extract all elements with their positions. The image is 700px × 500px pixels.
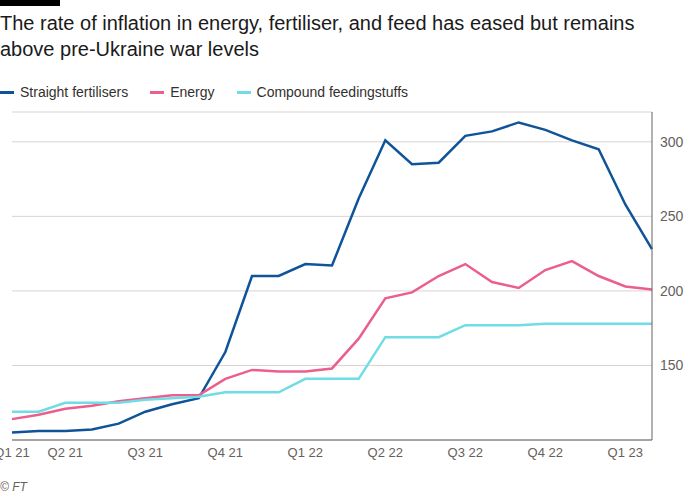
- html-text:The rate of inflation in energ: The rate of inflation in energy, fertili…: [0, 12, 635, 60]
- html-text:Compound feedingstuffs: Compound feedingstuffs: [256, 84, 408, 100]
- svg-text:Q2 21: Q2 21: [48, 445, 83, 460]
- svg-text:Q3 22: Q3 22: [448, 445, 483, 460]
- svg-text:Q4 22: Q4 22: [528, 445, 563, 460]
- svg-text:Q1 21: Q1 21: [8, 445, 30, 460]
- svg-text:150: 150: [660, 357, 684, 373]
- html-text:Straight fertilisers: Straight fertilisers: [20, 84, 129, 100]
- html-text:Energy: Energy: [170, 84, 215, 100]
- svg-text:Q3 21: Q3 21: [128, 445, 163, 460]
- svg-text:300: 300: [660, 134, 684, 150]
- svg-text:200: 200: [660, 283, 684, 299]
- svg-text:Q4 21: Q4 21: [208, 445, 243, 460]
- svg-text:250: 250: [660, 208, 684, 224]
- html-text:© FT: © FT: [0, 480, 27, 494]
- svg-text:Q2 22: Q2 22: [368, 445, 403, 460]
- svg-text:Q1 22: Q1 22: [288, 445, 323, 460]
- svg-text:Q1 23: Q1 23: [608, 445, 643, 460]
